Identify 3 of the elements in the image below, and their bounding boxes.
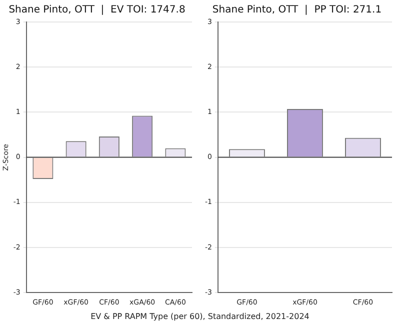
chart-title: Shane Pinto, OTT | EV TOI: 1747.8 bbox=[8, 4, 186, 16]
text: EV & PP RAPM Type (per 60), Standardized, 2021-2024 bbox=[90, 312, 310, 321]
chart-title: Shane Pinto, OTT | PP TOI: 271.1 bbox=[212, 4, 382, 16]
